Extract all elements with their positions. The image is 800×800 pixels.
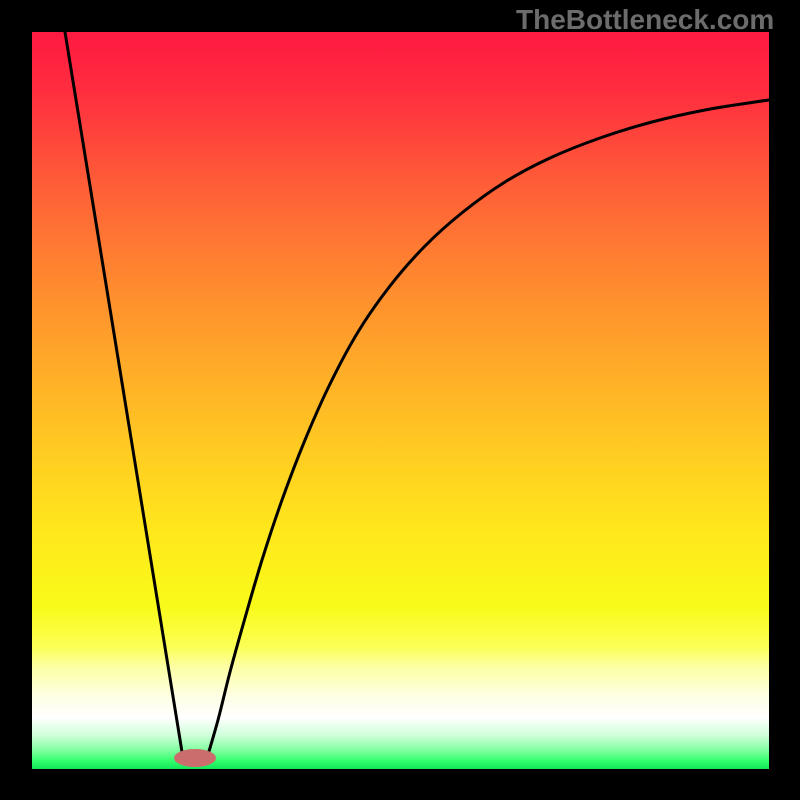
watermark-text: TheBottleneck.com [516, 4, 774, 36]
heat-gradient-background [32, 32, 769, 769]
plot-area [32, 32, 769, 769]
chart-container: TheBottleneck.com [0, 0, 800, 800]
